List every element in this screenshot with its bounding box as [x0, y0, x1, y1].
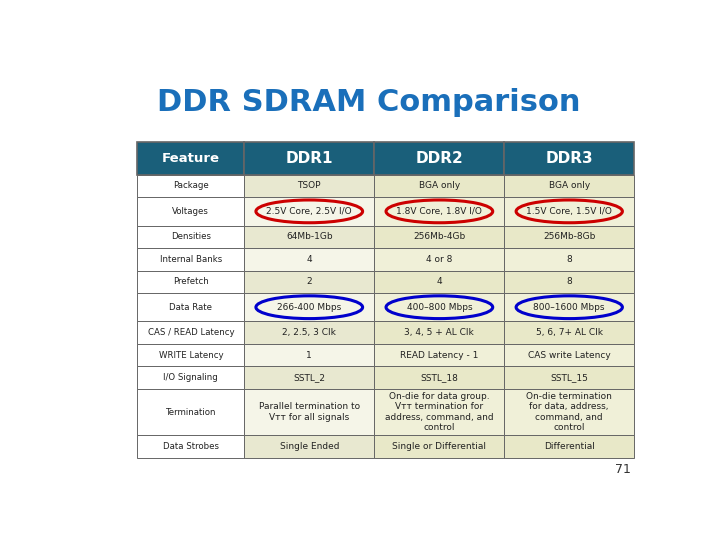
- FancyBboxPatch shape: [138, 344, 244, 366]
- FancyBboxPatch shape: [138, 141, 244, 174]
- FancyBboxPatch shape: [505, 226, 634, 248]
- FancyBboxPatch shape: [505, 389, 634, 435]
- FancyBboxPatch shape: [505, 248, 634, 271]
- Text: 2.5V Core, 2.5V I/O: 2.5V Core, 2.5V I/O: [266, 207, 352, 216]
- Text: WRITE Latency: WRITE Latency: [158, 350, 223, 360]
- FancyBboxPatch shape: [138, 389, 244, 435]
- Text: 800–1600 Mbps: 800–1600 Mbps: [534, 303, 605, 312]
- FancyBboxPatch shape: [505, 435, 634, 458]
- Text: Feature: Feature: [162, 152, 220, 165]
- FancyBboxPatch shape: [244, 293, 374, 321]
- FancyBboxPatch shape: [374, 366, 505, 389]
- Text: Parallel termination to
Vᴛᴛ for all signals: Parallel termination to Vᴛᴛ for all sign…: [258, 402, 360, 422]
- Text: 3, 4, 5 + AL Clk: 3, 4, 5 + AL Clk: [405, 328, 474, 337]
- Text: On-die for data group.
Vᴛᴛ termination for
address, command, and
control: On-die for data group. Vᴛᴛ termination f…: [385, 392, 494, 432]
- Text: SSTL_15: SSTL_15: [550, 373, 588, 382]
- FancyBboxPatch shape: [374, 248, 505, 271]
- FancyBboxPatch shape: [244, 248, 374, 271]
- FancyBboxPatch shape: [138, 248, 244, 271]
- Text: Densities: Densities: [171, 232, 211, 241]
- Text: I/O Signaling: I/O Signaling: [163, 373, 218, 382]
- FancyBboxPatch shape: [244, 366, 374, 389]
- Text: 5, 6, 7+ AL Clk: 5, 6, 7+ AL Clk: [536, 328, 603, 337]
- FancyBboxPatch shape: [244, 197, 374, 226]
- FancyBboxPatch shape: [244, 271, 374, 293]
- FancyBboxPatch shape: [374, 271, 505, 293]
- Text: CAS / READ Latency: CAS / READ Latency: [148, 328, 234, 337]
- Text: 2: 2: [307, 277, 312, 286]
- FancyBboxPatch shape: [374, 226, 505, 248]
- Text: CAS write Latency: CAS write Latency: [528, 350, 611, 360]
- Text: Prefetch: Prefetch: [173, 277, 209, 286]
- FancyBboxPatch shape: [138, 226, 244, 248]
- FancyBboxPatch shape: [244, 389, 374, 435]
- Text: DDR1: DDR1: [286, 151, 333, 166]
- FancyBboxPatch shape: [244, 174, 374, 197]
- FancyBboxPatch shape: [244, 435, 374, 458]
- Text: 4 or 8: 4 or 8: [426, 255, 453, 264]
- FancyBboxPatch shape: [374, 197, 505, 226]
- Text: Data Strobes: Data Strobes: [163, 442, 219, 451]
- Text: Single Ended: Single Ended: [279, 442, 339, 451]
- Text: BGA only: BGA only: [549, 181, 590, 191]
- FancyBboxPatch shape: [505, 293, 634, 321]
- Text: SSTL_18: SSTL_18: [420, 373, 459, 382]
- Text: 64Mb-1Gb: 64Mb-1Gb: [286, 232, 333, 241]
- Text: TSOP: TSOP: [297, 181, 321, 191]
- FancyBboxPatch shape: [244, 344, 374, 366]
- Text: 1: 1: [307, 350, 312, 360]
- Text: 8: 8: [567, 277, 572, 286]
- FancyBboxPatch shape: [374, 293, 505, 321]
- Text: DDR2: DDR2: [415, 151, 463, 166]
- Text: Package: Package: [173, 181, 209, 191]
- Text: SSTL_2: SSTL_2: [293, 373, 325, 382]
- Text: READ Latency - 1: READ Latency - 1: [400, 350, 479, 360]
- Text: 2, 2.5, 3 Clk: 2, 2.5, 3 Clk: [282, 328, 336, 337]
- Text: 1.8V Core, 1.8V I/O: 1.8V Core, 1.8V I/O: [397, 207, 482, 216]
- FancyBboxPatch shape: [374, 435, 505, 458]
- FancyBboxPatch shape: [505, 344, 634, 366]
- Text: 256Mb-4Gb: 256Mb-4Gb: [413, 232, 466, 241]
- Text: BGA only: BGA only: [419, 181, 460, 191]
- FancyBboxPatch shape: [505, 366, 634, 389]
- Text: Internal Banks: Internal Banks: [160, 255, 222, 264]
- FancyBboxPatch shape: [374, 321, 505, 344]
- FancyBboxPatch shape: [374, 389, 505, 435]
- FancyBboxPatch shape: [244, 321, 374, 344]
- FancyBboxPatch shape: [505, 141, 634, 174]
- FancyBboxPatch shape: [505, 174, 634, 197]
- Text: On-die termination
for data, address,
command, and
control: On-die termination for data, address, co…: [526, 392, 612, 432]
- FancyBboxPatch shape: [505, 321, 634, 344]
- FancyBboxPatch shape: [138, 435, 244, 458]
- FancyBboxPatch shape: [244, 226, 374, 248]
- Text: DDR3: DDR3: [546, 151, 593, 166]
- FancyBboxPatch shape: [374, 174, 505, 197]
- Text: 400–800 Mbps: 400–800 Mbps: [407, 303, 472, 312]
- FancyBboxPatch shape: [505, 271, 634, 293]
- Text: 256Mb-8Gb: 256Mb-8Gb: [543, 232, 595, 241]
- FancyBboxPatch shape: [374, 344, 505, 366]
- FancyBboxPatch shape: [505, 197, 634, 226]
- FancyBboxPatch shape: [138, 321, 244, 344]
- FancyBboxPatch shape: [138, 366, 244, 389]
- Text: Data Rate: Data Rate: [169, 303, 212, 312]
- Text: 8: 8: [567, 255, 572, 264]
- FancyBboxPatch shape: [374, 141, 505, 174]
- Text: 4: 4: [436, 277, 442, 286]
- Text: 4: 4: [307, 255, 312, 264]
- FancyBboxPatch shape: [138, 271, 244, 293]
- FancyBboxPatch shape: [244, 141, 374, 174]
- Text: 71: 71: [616, 463, 631, 476]
- Text: Differential: Differential: [544, 442, 595, 451]
- Text: 266-400 Mbps: 266-400 Mbps: [277, 303, 341, 312]
- FancyBboxPatch shape: [138, 174, 244, 197]
- Text: 1.5V Core, 1.5V I/O: 1.5V Core, 1.5V I/O: [526, 207, 612, 216]
- Text: Termination: Termination: [166, 408, 216, 416]
- Text: Single or Differential: Single or Differential: [392, 442, 487, 451]
- Text: Voltages: Voltages: [172, 207, 210, 216]
- FancyBboxPatch shape: [138, 197, 244, 226]
- Text: DDR SDRAM Comparison: DDR SDRAM Comparison: [157, 87, 581, 117]
- FancyBboxPatch shape: [138, 293, 244, 321]
